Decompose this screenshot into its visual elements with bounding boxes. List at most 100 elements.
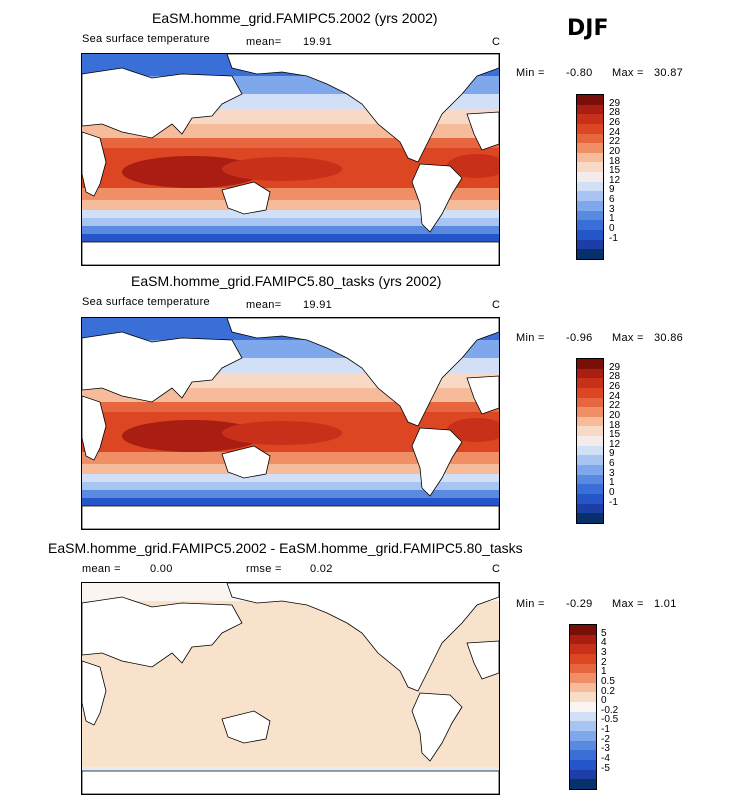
colorbar-tick-label: 20	[609, 409, 621, 421]
colorbar-tick-label: 15	[609, 429, 621, 441]
colorbar-swatch	[577, 239, 603, 250]
colorbar-swatch	[577, 426, 603, 437]
colorbar-tick-label: 22	[609, 400, 621, 412]
colorbar-swatch	[577, 114, 603, 124]
colorbar-swatch	[570, 740, 596, 751]
colorbar-swatch	[570, 682, 596, 693]
panel2-unit: C	[492, 299, 501, 311]
colorbar-tick-label: 3	[609, 203, 615, 215]
colorbar-swatch	[570, 663, 596, 674]
colorbar-tick-label: -4	[601, 753, 610, 765]
colorbar-tick-label: -5	[601, 762, 610, 774]
colorbar-tick-label: 1	[609, 477, 615, 489]
panel3-rmse-value: 0.02	[310, 563, 333, 575]
panel1-mean-label: mean=	[246, 36, 282, 48]
colorbar-swatch	[577, 143, 603, 153]
colorbar-swatch	[577, 407, 603, 417]
panel1-map	[81, 53, 500, 266]
colorbar-swatch	[577, 513, 603, 523]
colorbar-tick-label: 5	[601, 627, 607, 639]
colorbar-swatch	[577, 133, 603, 144]
colorbar-swatch	[570, 721, 596, 732]
panel2-title: EaSM.homme_grid.FAMIPC5.80_tasks (yrs 20…	[131, 273, 442, 289]
panel1-min-label: Min =	[516, 67, 545, 79]
colorbar-tick-label: 29	[609, 97, 621, 109]
colorbar-swatch	[577, 445, 603, 456]
colorbar-swatch	[577, 152, 603, 163]
panel2-mean-value: 19.91	[303, 299, 333, 311]
colorbar-tick-label: 0	[609, 487, 615, 499]
colorbar-swatch	[577, 368, 603, 379]
colorbar-tick-label: 20	[609, 145, 621, 157]
colorbar-tick-label: -2	[601, 733, 610, 745]
colorbar-tick-label: 3	[601, 646, 607, 658]
colorbar-tick-label: 15	[609, 165, 621, 177]
colorbar-tick-label: 12	[609, 174, 621, 186]
colorbar-swatch	[570, 673, 596, 683]
colorbar-swatch	[570, 634, 596, 645]
colorbar-tick-label: 26	[609, 116, 621, 128]
panel1-mean-value: 19.91	[303, 36, 333, 48]
colorbar-tick-label: 28	[609, 371, 621, 383]
colorbar-swatch	[577, 474, 603, 485]
colorbar-tick-label: -1	[601, 724, 610, 736]
colorbar-tick-label: 18	[609, 155, 621, 167]
colorbar-swatch	[570, 750, 596, 760]
colorbar-swatch	[577, 503, 603, 514]
colorbar-swatch	[570, 759, 596, 770]
panel1-unit: C	[492, 36, 501, 48]
colorbar-tick-label: -0.2	[601, 704, 619, 716]
colorbar-swatch	[577, 387, 603, 398]
colorbar-tick-label: -3	[601, 743, 610, 755]
colorbar-tick-label: 18	[609, 419, 621, 431]
colorbar-tick-label: 22	[609, 136, 621, 148]
colorbar-swatch	[577, 191, 603, 202]
panel2-max-label: Max =	[612, 332, 644, 344]
panel3-max-label: Max =	[612, 598, 644, 610]
panel2-colorbar	[576, 358, 604, 524]
panel1-map-svg	[82, 54, 499, 265]
panel1-variable: Sea surface temperature	[82, 33, 210, 45]
colorbar-tick-label: 9	[609, 448, 615, 460]
colorbar-swatch	[577, 359, 603, 369]
colorbar-swatch	[577, 181, 603, 192]
panel2-min-label: Min =	[516, 332, 545, 344]
colorbar-swatch	[577, 484, 603, 494]
colorbar-tick-label: 0.2	[601, 685, 615, 697]
panel3-colorbar	[569, 624, 597, 790]
colorbar-tick-label: 4	[601, 637, 607, 649]
colorbar-swatch	[577, 378, 603, 388]
colorbar-swatch	[577, 201, 603, 211]
colorbar-tick-label: 26	[609, 380, 621, 392]
panel1-colorbar	[576, 94, 604, 260]
colorbar-swatch	[577, 465, 603, 475]
colorbar-tick-label: 1	[609, 213, 615, 225]
colorbar-swatch	[577, 397, 603, 408]
panel2-min-value: -0.96	[566, 332, 593, 344]
panel3-mean-value: 0.00	[150, 563, 173, 575]
colorbar-swatch	[577, 455, 603, 466]
panel2-variable: Sea surface temperature	[82, 296, 210, 308]
colorbar-tick-label: 6	[609, 194, 615, 206]
panel2-mean-label: mean=	[246, 299, 282, 311]
panel1-min-value: -0.80	[566, 67, 593, 79]
colorbar-tick-label: 0	[601, 695, 607, 707]
colorbar-tick-label: 6	[609, 458, 615, 470]
panel1-title: EaSM.homme_grid.FAMIPC5.2002 (yrs 2002)	[152, 10, 438, 26]
colorbar-tick-label: 3	[609, 467, 615, 479]
colorbar-swatch	[570, 779, 596, 789]
colorbar-swatch	[577, 162, 603, 173]
panel2-map-svg	[82, 318, 499, 529]
colorbar-swatch	[577, 95, 603, 105]
panel3-map-svg	[82, 583, 499, 794]
colorbar-swatch	[577, 416, 603, 427]
colorbar-tick-label: 9	[609, 184, 615, 196]
panel3-map	[81, 582, 500, 795]
colorbar-swatch	[577, 123, 603, 134]
colorbar-swatch	[570, 644, 596, 654]
panel1-max-value: 30.87	[654, 67, 684, 79]
colorbar-tick-label: 1	[601, 666, 607, 678]
panel3-min-value: -0.29	[566, 598, 593, 610]
colorbar-tick-label: 2	[601, 656, 607, 668]
panel3-max-value: 1.01	[654, 598, 677, 610]
